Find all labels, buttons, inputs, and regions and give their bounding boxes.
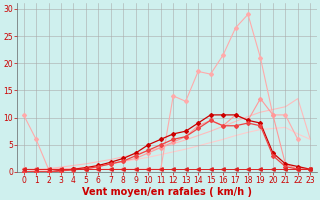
X-axis label: Vent moyen/en rafales ( km/h ): Vent moyen/en rafales ( km/h ) (82, 187, 252, 197)
